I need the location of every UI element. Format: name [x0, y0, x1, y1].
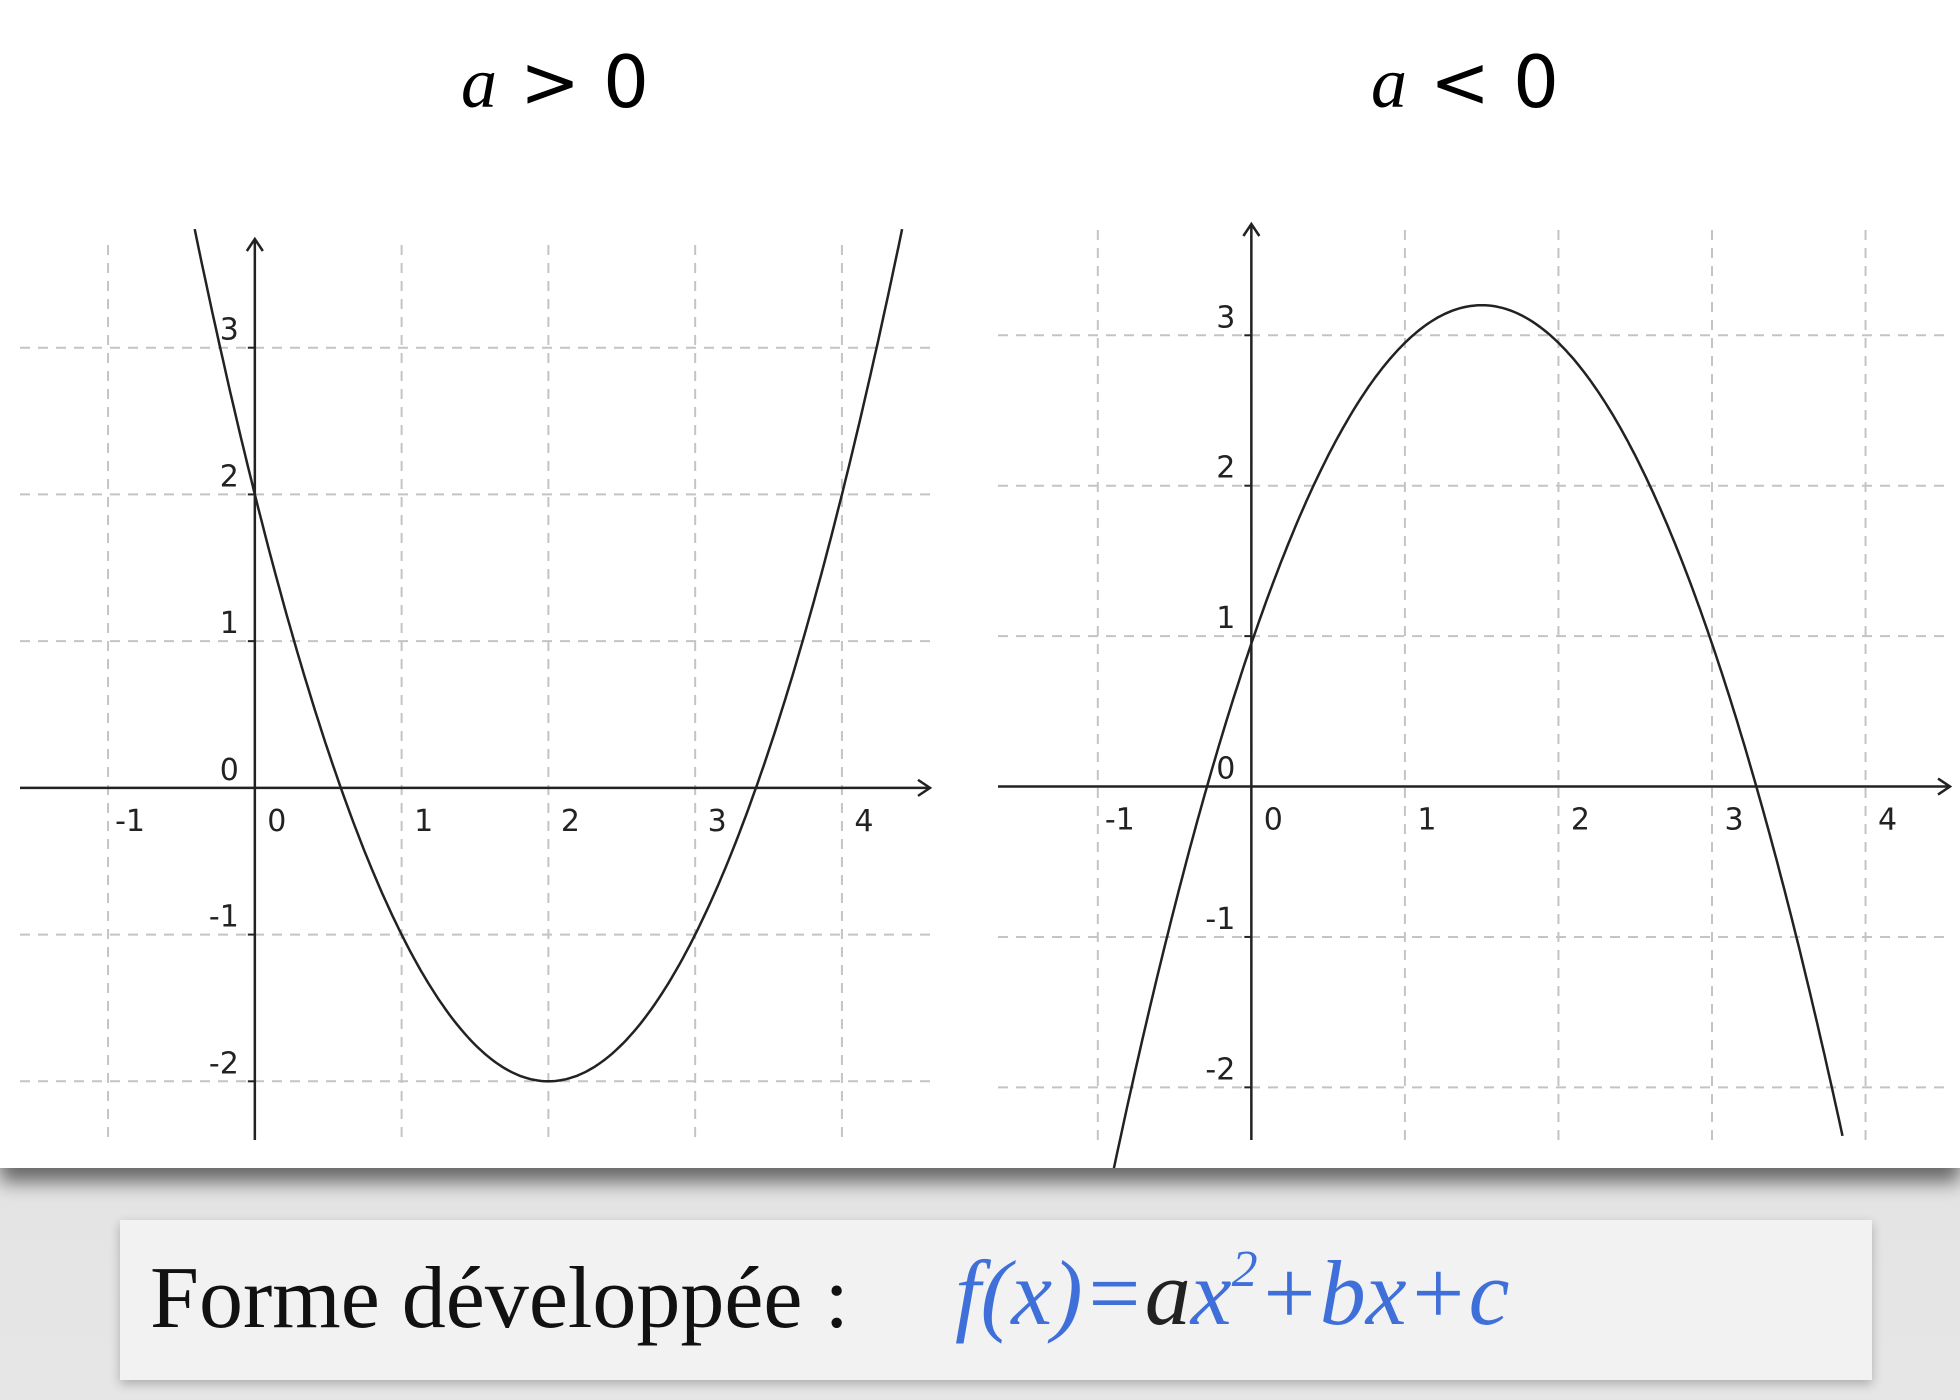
x-tick-label: 2 — [561, 804, 580, 839]
formula-x: x — [1190, 1242, 1232, 1344]
title-condition: < 0 — [1407, 40, 1559, 124]
y-tick-label: -2 — [209, 1046, 239, 1081]
y-tick-label: 1 — [1216, 601, 1235, 636]
parabola-charts: -1 0 1 2 3 4 -2 -1 0 1 2 3 -1 0 1 2 3 4 -2 -1 0 1 2 3 — [20, 221, 1953, 1168]
chart-title-a-positive: a > 0 — [461, 40, 649, 125]
title-variable: a — [1371, 43, 1408, 123]
formula-coef-a: a — [1144, 1242, 1191, 1344]
y-tick-label: 2 — [1216, 451, 1235, 486]
y-axis-arrow — [1242, 221, 1261, 237]
x-tick-label: 2 — [1571, 803, 1590, 838]
title-variable: a — [461, 43, 498, 123]
y-tick-label: 0 — [1216, 752, 1235, 787]
y-tick-label: 2 — [220, 459, 239, 494]
formula-expression: f(x)=ax2+bx+c — [955, 1240, 1509, 1346]
y-tick-label: -1 — [209, 900, 239, 935]
formula-equals: = — [1082, 1242, 1145, 1344]
formula-exponent: 2 — [1231, 1241, 1258, 1299]
title-condition: > 0 — [497, 40, 649, 124]
x-axis-arrow — [917, 778, 933, 797]
x-tick-label: 0 — [1264, 803, 1283, 838]
x-tick-label: 1 — [414, 804, 433, 839]
formula-label: Forme développée : — [150, 1250, 849, 1347]
y-tick-label: 3 — [1216, 300, 1235, 335]
y-tick-label: 3 — [220, 313, 239, 348]
formula-band: Forme développée : f(x)=ax2+bx+c — [120, 1220, 1872, 1380]
parabola-curve — [193, 228, 904, 1083]
formula-f: f(x) — [955, 1242, 1083, 1344]
y-tick-label: 1 — [220, 606, 239, 641]
x-tick-label: 1 — [1417, 803, 1436, 838]
x-tick-label: -1 — [115, 804, 145, 839]
x-tick-label: 3 — [1724, 803, 1743, 838]
x-tick-label: -1 — [1105, 803, 1135, 838]
y-tick-label: 0 — [220, 753, 239, 788]
chart-a-positive: -1 0 1 2 3 4 -2 -1 0 1 2 3 — [20, 228, 933, 1140]
x-tick-label: 4 — [854, 804, 873, 839]
formula-rest: +bx+c — [1257, 1242, 1510, 1344]
x-axis-arrow — [1937, 777, 1953, 796]
parabola-curve — [1112, 303, 1844, 1168]
x-tick-label: 4 — [1878, 803, 1897, 838]
slide: a > 0 a < 0 -1 0 1 2 3 4 -2 -1 0 1 2 3 -1 0 1 2 3 4 -2 -1 0… — [20, 40, 1953, 1168]
y-axis-arrow — [245, 236, 264, 252]
y-tick-label: -2 — [1205, 1052, 1235, 1087]
chart-a-negative: -1 0 1 2 3 4 -2 -1 0 1 2 3 — [998, 221, 1953, 1168]
chart-title-a-negative: a < 0 — [1371, 40, 1559, 125]
x-tick-label: 0 — [267, 804, 286, 839]
x-tick-label: 3 — [708, 804, 727, 839]
y-tick-label: -1 — [1205, 902, 1235, 937]
